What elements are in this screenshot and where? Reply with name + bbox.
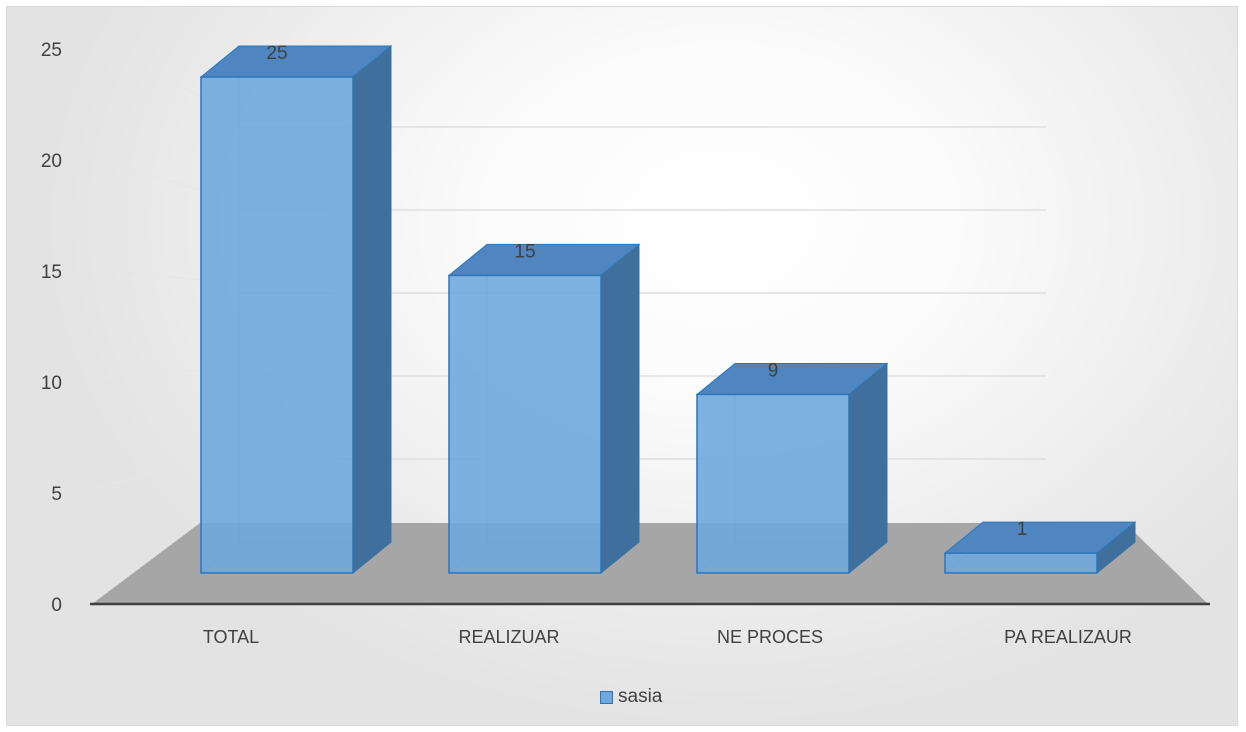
x-tick-label: REALIZUAR (458, 627, 559, 647)
side-gridline (91, 156, 201, 191)
bar-front (448, 274, 602, 574)
data-label: 15 (514, 241, 535, 262)
y-tick-label: 0 (51, 595, 62, 616)
side-gridline (91, 459, 201, 490)
y-tick-label: 20 (41, 151, 62, 172)
data-label: 25 (266, 43, 287, 64)
y-tick-label: 5 (51, 484, 62, 505)
bar-side (352, 44, 392, 575)
bar-front (696, 393, 850, 574)
bar-front (200, 76, 354, 574)
side-gridline (91, 44, 201, 97)
bar-2 (447, 243, 641, 575)
data-label: 9 (768, 360, 779, 381)
bars (199, 44, 1137, 575)
y-tick-label: 25 (41, 40, 62, 61)
side-gridline (91, 268, 201, 281)
bar-front (944, 552, 1098, 574)
x-tick-label: TOTAL (203, 627, 259, 647)
bar-1 (199, 44, 393, 575)
legend-swatch (600, 690, 613, 704)
bar-4 (943, 521, 1137, 575)
y-tick-label: 15 (41, 262, 62, 283)
y-axis-ticks: 0 5 10 15 20 25 (41, 40, 62, 616)
x-tick-label: PA REALIZAUR (1004, 627, 1132, 647)
side-gridline (91, 369, 201, 379)
x-tick-label: NE PROCES (717, 627, 823, 647)
legend: sasia (600, 686, 662, 708)
y-tick-label: 10 (41, 373, 62, 394)
x-axis-ticks: TOTAL REALIZUAR NE PROCES PA REALIZAUR (203, 627, 1132, 647)
legend-label: sasia (618, 686, 663, 707)
data-label: 1 (1017, 519, 1028, 540)
data-labels: 25 15 9 1 (266, 43, 1027, 540)
bar-side (600, 243, 640, 575)
bar-side (848, 362, 888, 575)
bar-3 (695, 362, 889, 575)
